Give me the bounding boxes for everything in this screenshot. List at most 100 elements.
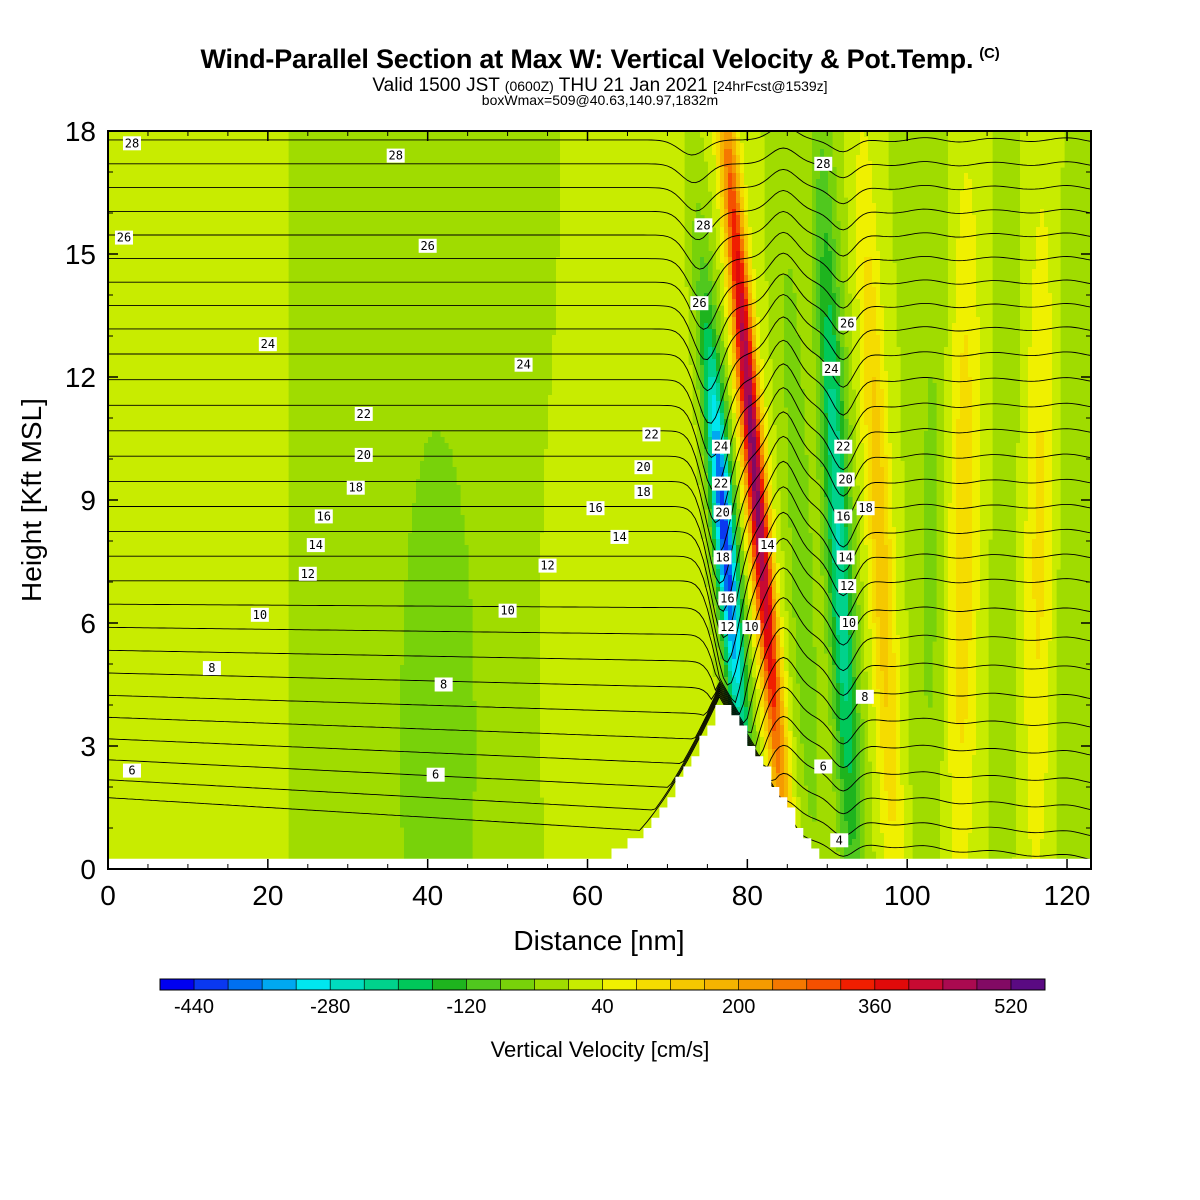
velocity-cell <box>644 239 649 246</box>
velocity-cell <box>176 257 181 264</box>
velocity-cell <box>160 209 165 216</box>
velocity-cell <box>1052 221 1057 228</box>
velocity-cell <box>584 233 589 240</box>
velocity-cell <box>144 191 149 198</box>
velocity-cell <box>560 161 565 168</box>
velocity-cell <box>884 167 889 174</box>
velocity-cell <box>228 245 233 252</box>
velocity-cell <box>1020 173 1025 180</box>
velocity-cell <box>752 197 757 204</box>
velocity-cell <box>816 179 821 186</box>
velocity-cell <box>600 143 605 150</box>
velocity-cell <box>176 239 181 246</box>
velocity-cell <box>148 233 153 240</box>
velocity-cell <box>220 233 225 240</box>
velocity-cell <box>952 173 957 180</box>
velocity-cell <box>600 275 605 282</box>
velocity-cell <box>964 185 969 192</box>
velocity-cell <box>856 173 861 180</box>
velocity-cell <box>1040 203 1045 210</box>
velocity-cell <box>744 215 749 222</box>
velocity-cell <box>160 233 165 240</box>
velocity-cell <box>648 221 653 228</box>
velocity-cell <box>632 197 637 204</box>
velocity-cell <box>964 179 969 186</box>
velocity-cell <box>680 203 685 210</box>
velocity-cell <box>968 245 973 252</box>
velocity-cell <box>568 275 573 282</box>
velocity-cell <box>216 179 221 186</box>
velocity-cell <box>968 155 973 162</box>
velocity-cell <box>664 197 669 204</box>
velocity-cell <box>784 281 789 288</box>
velocity-cell <box>252 263 257 270</box>
velocity-cell <box>640 197 645 204</box>
velocity-cell <box>736 239 741 246</box>
velocity-cell <box>640 257 645 264</box>
velocity-cell <box>744 185 749 192</box>
velocity-cell <box>260 209 265 216</box>
velocity-cell <box>832 233 837 240</box>
velocity-cell <box>160 221 165 228</box>
velocity-cell <box>160 143 165 150</box>
velocity-cell <box>1040 227 1045 234</box>
velocity-cell <box>604 215 609 222</box>
velocity-cell <box>564 179 569 186</box>
velocity-cell <box>260 143 265 150</box>
velocity-cell <box>636 227 641 234</box>
velocity-cell <box>1028 263 1033 270</box>
velocity-cell <box>648 167 653 174</box>
velocity-cell <box>248 203 253 210</box>
velocity-cell <box>948 155 953 162</box>
velocity-cell <box>200 227 205 234</box>
velocity-cell <box>120 275 125 282</box>
velocity-cell <box>140 173 145 180</box>
velocity-cell <box>848 179 853 186</box>
velocity-cell <box>976 209 981 216</box>
velocity-cell <box>620 227 625 234</box>
velocity-cell <box>160 257 165 264</box>
velocity-cell <box>580 179 585 186</box>
velocity-cell <box>248 185 253 192</box>
velocity-cell <box>680 143 685 150</box>
velocity-cell <box>824 221 829 228</box>
velocity-cell <box>152 227 157 234</box>
velocity-cell <box>892 269 897 276</box>
velocity-cell <box>560 269 565 276</box>
velocity-cell <box>736 227 741 234</box>
velocity-cell <box>984 221 989 228</box>
velocity-cell <box>172 191 177 198</box>
velocity-cell <box>160 215 165 222</box>
velocity-cell <box>244 143 249 150</box>
velocity-cell <box>720 233 725 240</box>
velocity-cell <box>212 275 217 282</box>
velocity-cell <box>856 179 861 186</box>
velocity-cell <box>976 233 981 240</box>
velocity-cell <box>1040 269 1045 276</box>
velocity-cell <box>584 275 589 282</box>
velocity-cell <box>200 257 205 264</box>
velocity-cell <box>632 251 637 258</box>
velocity-cell <box>252 149 257 156</box>
velocity-cell <box>248 227 253 234</box>
velocity-cell <box>948 161 953 168</box>
velocity-cell <box>852 263 857 270</box>
velocity-cell <box>976 143 981 150</box>
velocity-cell <box>116 215 121 222</box>
velocity-cell <box>236 197 241 204</box>
velocity-cell <box>156 191 161 198</box>
velocity-cell <box>216 227 221 234</box>
velocity-cell <box>748 281 753 288</box>
velocity-cell <box>280 227 285 234</box>
velocity-cell <box>612 269 617 276</box>
velocity-cell <box>852 173 857 180</box>
velocity-cell <box>232 179 237 186</box>
velocity-cell <box>256 191 261 198</box>
velocity-cell <box>180 209 185 216</box>
velocity-cell <box>180 197 185 204</box>
velocity-cell <box>248 161 253 168</box>
velocity-cell <box>824 179 829 186</box>
velocity-cell <box>696 203 701 210</box>
velocity-cell <box>184 203 189 210</box>
velocity-cell <box>224 209 229 216</box>
